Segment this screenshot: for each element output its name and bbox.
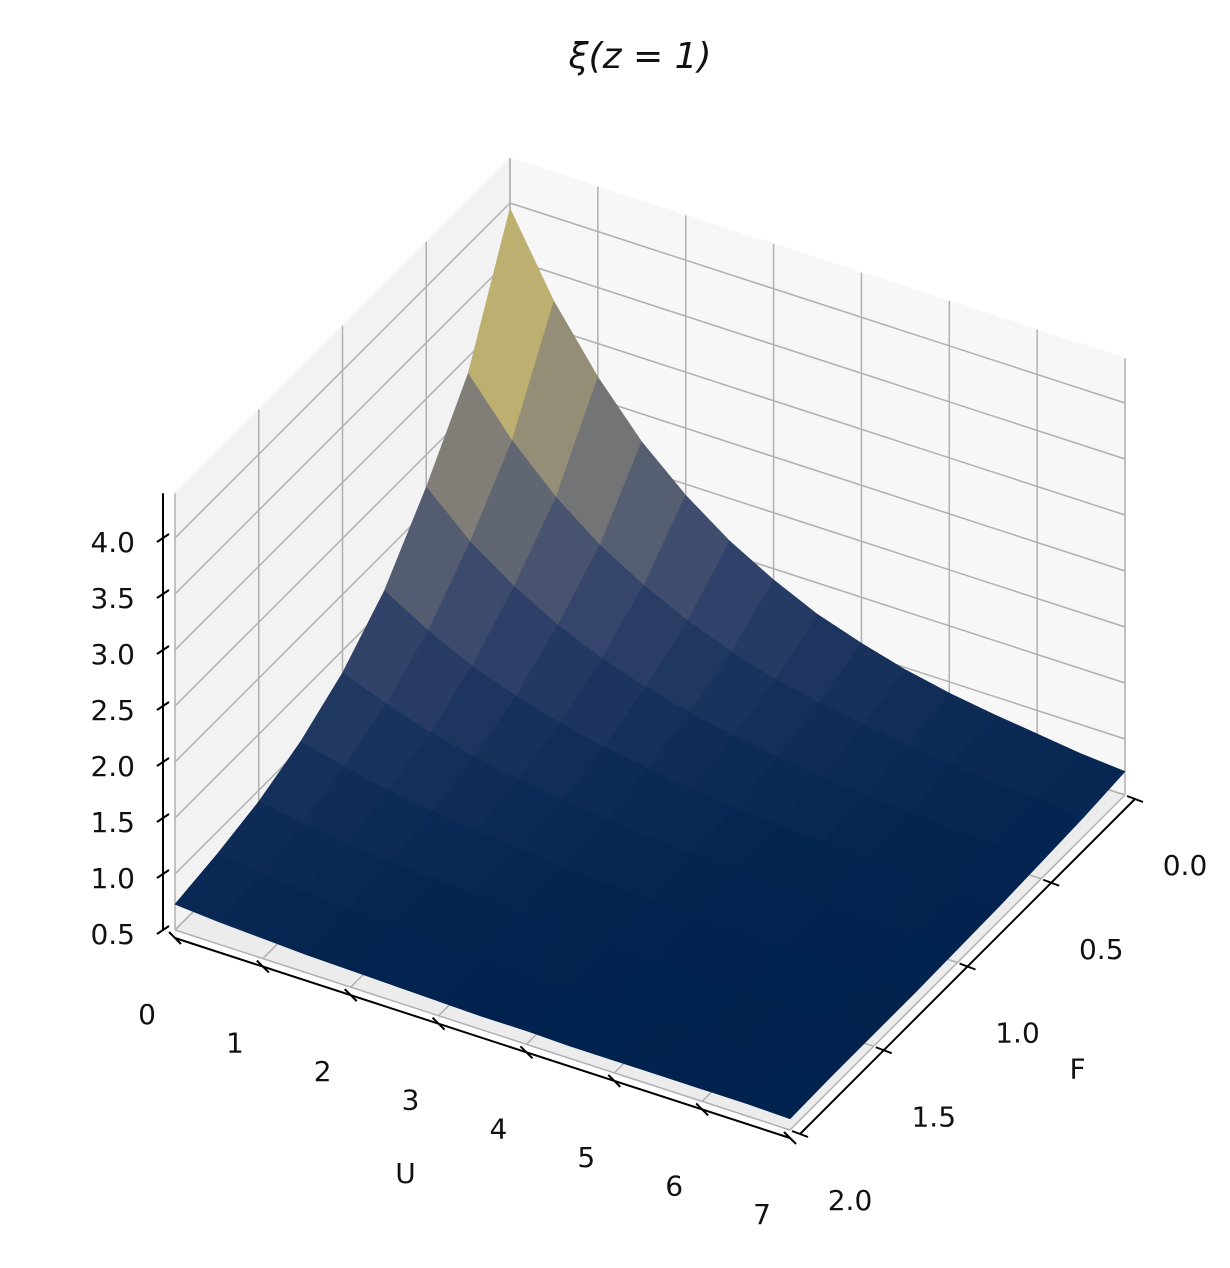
x-axis-label: U: [395, 1157, 416, 1190]
grid-line: [509, 258, 1126, 460]
z-tick: [156, 869, 170, 879]
axis-line: [174, 937, 791, 1139]
x-tick: [607, 1074, 621, 1088]
y-tick-label: 1.5: [911, 1100, 956, 1133]
z-tick: [156, 701, 170, 711]
x-tick: [431, 1017, 446, 1031]
y-tick-label: 2.0: [828, 1184, 873, 1217]
z-tick-label: 3.5: [90, 582, 135, 615]
x-tick-label: 0: [138, 998, 156, 1031]
x-tick: [168, 931, 182, 945]
x-tick: [695, 1102, 709, 1117]
y-tick: [1126, 795, 1144, 803]
z-tick-label: 0.5: [90, 918, 135, 951]
x-tick-label: 3: [402, 1084, 420, 1117]
chart-title: ξ(z = 1): [567, 36, 711, 77]
z-tick-label: 4.0: [90, 526, 135, 559]
y-tick: [959, 962, 976, 971]
z-tick: [156, 589, 170, 599]
z-tick-label: 2.0: [90, 750, 135, 783]
surface-patch: [745, 1061, 833, 1120]
x-tick: [256, 959, 270, 974]
z-tick: [156, 533, 170, 543]
x-tick-label: 7: [753, 1198, 771, 1231]
x-tick-label: 1: [226, 1027, 244, 1060]
z-tick: [156, 757, 170, 767]
y-axis-label: F: [1069, 1053, 1085, 1086]
z-tick: [156, 645, 170, 655]
z-tick: [156, 925, 170, 935]
grid-line: [174, 202, 511, 539]
y-tick: [1042, 878, 1060, 887]
z-tick-label: 2.5: [90, 694, 135, 727]
x-tick: [344, 988, 358, 1002]
grid-line: [174, 258, 511, 595]
y-tick: [791, 1130, 809, 1138]
y-tick-label: 1.0: [995, 1017, 1040, 1050]
x-tick-label: 5: [577, 1141, 595, 1174]
x-tick: [519, 1045, 534, 1059]
z-tick: [156, 813, 170, 823]
z-tick-label: 1.5: [90, 806, 135, 839]
x-tick-label: 4: [490, 1112, 508, 1145]
z-tick-label: 3.0: [90, 638, 135, 671]
x-tick-label: 2: [314, 1055, 332, 1088]
grid-line: [174, 314, 511, 651]
grid-line: [174, 929, 791, 1131]
grid-line: [509, 314, 1126, 516]
grid-line: [509, 202, 1126, 404]
y-tick: [875, 1046, 893, 1055]
x-tick: [783, 1131, 797, 1145]
x-tick-label: 6: [665, 1169, 683, 1202]
y-tick-label: 0.5: [1079, 933, 1124, 966]
z-tick-label: 1.0: [90, 862, 135, 895]
y-tick-label: 0.0: [1163, 849, 1208, 882]
